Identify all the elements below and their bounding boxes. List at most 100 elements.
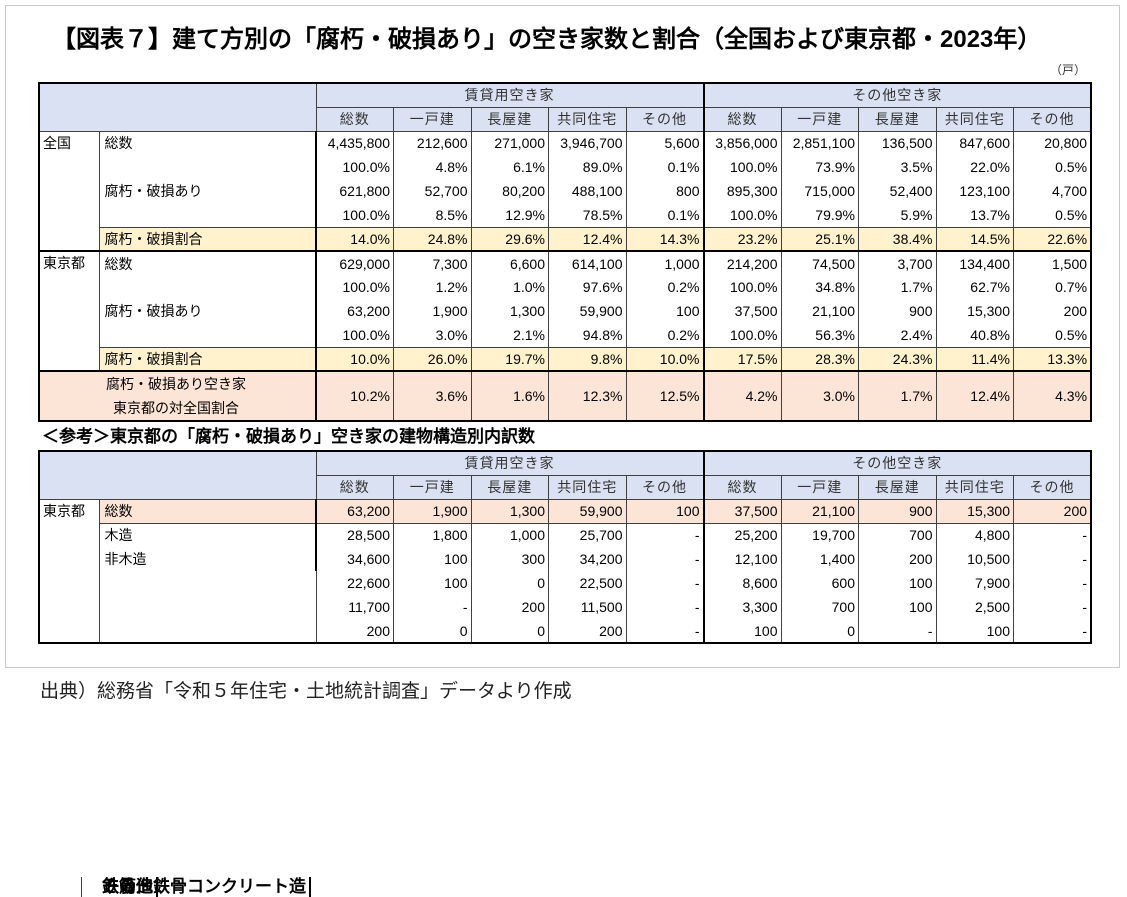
column-header: その他 bbox=[625, 106, 704, 132]
value-cell: 20,800 bbox=[1013, 131, 1092, 155]
value-cell: 621,800 bbox=[315, 179, 394, 203]
value-cell: 200 bbox=[858, 547, 937, 571]
table-row: 非木造 34,600 100 300 34,200-12,100 1,400 200 10,5… bbox=[39, 547, 1092, 571]
column-header: 総数 bbox=[315, 474, 394, 500]
value-cell: 100.0% bbox=[315, 203, 394, 227]
row-label: 総数 bbox=[98, 251, 317, 275]
value-cell: 34,600 bbox=[315, 547, 394, 571]
value-cell: 94.8% bbox=[548, 323, 627, 347]
value-cell: 200 bbox=[315, 619, 394, 643]
column-header: 長屋建 bbox=[470, 106, 549, 132]
value-cell: 200 bbox=[1013, 498, 1092, 524]
value-cell: 13.3% bbox=[1013, 346, 1092, 372]
table-row: 100.0% 1.2% 1.0% 97.6% 0.2% 100.0% 34.8% 1.7% 62… bbox=[39, 275, 1092, 299]
table-row: 100.0% 8.5% 12.9% 78.5% 0.1% 100.0% 79.9% 5.9% 1… bbox=[39, 203, 1092, 227]
column-header: その他 bbox=[1013, 474, 1092, 500]
header-row-columns: 総数 一戸建 長屋建 共同住宅 その他 総数 一戸建 長屋建 共同住宅 その他 bbox=[39, 106, 1092, 132]
value-cell: 78.5% bbox=[548, 203, 627, 227]
value-cell: 80,200 bbox=[470, 179, 549, 203]
value-cell: 1,500 bbox=[1013, 251, 1092, 275]
corner-header bbox=[38, 82, 317, 132]
value-cell: 28.3% bbox=[780, 346, 859, 372]
value-cell: 123,100 bbox=[935, 179, 1014, 203]
value-cell: 6,600 bbox=[470, 251, 549, 275]
value-cell: 100 bbox=[625, 299, 704, 323]
value-cell: 25,200 bbox=[702, 523, 782, 547]
value-cell: 28,500 bbox=[315, 523, 394, 547]
value-cell: 4.8% bbox=[393, 155, 472, 179]
value-cell: 136,500 bbox=[858, 131, 937, 155]
value-cell: 271,000 bbox=[470, 131, 549, 155]
value-cell: 600 bbox=[780, 571, 859, 595]
column-header: 一戸建 bbox=[780, 106, 859, 132]
value-cell: 15,300 bbox=[935, 299, 1014, 323]
column-group-header: その他空き家 bbox=[702, 82, 1092, 108]
row-label: 総数 bbox=[98, 498, 317, 524]
value-cell: 100 bbox=[935, 619, 1014, 643]
value-cell: 63,200 bbox=[315, 498, 394, 524]
table-body: 全国 総数 4,435,800 212,600 271,000 3,946,700 5,60… bbox=[38, 131, 1092, 422]
table-row: 腐朽・破損あり空き家 東京都の対全国割合 10.2% 3.6% 1.6% 12.3% 12.… bbox=[38, 370, 1092, 422]
value-cell: 52,400 bbox=[858, 179, 937, 203]
value-cell: 22.6% bbox=[1013, 226, 1092, 252]
value-cell: - bbox=[625, 523, 704, 547]
source-note: 出典）総務省「令和５年住宅・土地統計調査」データより作成 bbox=[40, 681, 572, 702]
value-cell: 100 bbox=[858, 595, 937, 619]
value-cell: 4,800 bbox=[935, 523, 1014, 547]
row-label: 総数 bbox=[98, 131, 317, 155]
row-label: 腐朽・破損あり空き家 東京都の対全国割合 bbox=[38, 370, 317, 422]
column-header: その他 bbox=[1013, 106, 1092, 132]
table-body: 東京都 総数 63,200 1,900 1,300 59,900 100 37,500 21,1… bbox=[38, 498, 1092, 897]
column-group-header: 賃貸用空き家 bbox=[315, 450, 704, 476]
value-cell: 62.7% bbox=[935, 275, 1014, 299]
row-label: その他 bbox=[81, 877, 158, 897]
value-cell: 5.9% bbox=[858, 203, 937, 227]
table-row: 鉄筋・鉄骨コンクリート造 22,600 100 0 22,500-8,600 600 100… bbox=[39, 571, 1092, 897]
value-cell: 4,700 bbox=[1013, 179, 1092, 203]
value-cell: 800 bbox=[625, 179, 704, 203]
value-cell: 0.2% bbox=[625, 275, 704, 299]
value-cell: 2,500 bbox=[935, 595, 1014, 619]
value-cell: 25.1% bbox=[780, 226, 859, 252]
value-cell: 79.9% bbox=[780, 203, 859, 227]
value-cell: 63,200 bbox=[315, 299, 394, 323]
value-cell: 1.0% bbox=[470, 275, 549, 299]
value-cell: 700 bbox=[858, 523, 937, 547]
value-cell: 1,300 bbox=[470, 299, 549, 323]
column-header: 共同住宅 bbox=[935, 474, 1014, 500]
value-cell: 13.7% bbox=[935, 203, 1014, 227]
value-cell: 19,700 bbox=[780, 523, 859, 547]
table-row: 100.0% 3.0% 2.1% 94.8% 0.2% 100.0% 56.3% 2.4% 40… bbox=[39, 323, 1092, 347]
value-cell: - bbox=[1013, 571, 1092, 595]
region-label: 全国 bbox=[38, 131, 100, 252]
row-label bbox=[98, 203, 317, 227]
value-cell: 3,300 bbox=[702, 595, 782, 619]
value-cell: 1,800 bbox=[393, 523, 472, 547]
value-cell: 29.6% bbox=[470, 226, 549, 252]
row-label: 非木造 bbox=[98, 547, 317, 571]
unit-label: （戸） bbox=[1050, 63, 1087, 77]
value-cell: 700 bbox=[780, 595, 859, 619]
value-cell: 34,200 bbox=[548, 547, 627, 571]
header-row-groups: 賃貸用空き家 その他空き家 bbox=[38, 450, 1092, 500]
reference-subtitle: ＜参考＞東京都の「腐朽・破損あり」空き家の建物構造別内訳数 bbox=[42, 427, 535, 446]
value-cell: 11.4% bbox=[935, 346, 1014, 372]
value-cell: 40.8% bbox=[935, 323, 1014, 347]
value-cell: 100 bbox=[393, 571, 472, 595]
value-cell: 22,500 bbox=[548, 571, 627, 595]
value-cell: 11,700 bbox=[315, 595, 394, 619]
header-row-columns: 総数 一戸建 長屋建 共同住宅 その他 総数 一戸建 長屋建 共同住宅 その他 bbox=[39, 474, 1092, 500]
value-cell: 12.9% bbox=[470, 203, 549, 227]
value-cell: 7,900 bbox=[935, 571, 1014, 595]
value-cell: 614,100 bbox=[548, 251, 627, 275]
value-cell: 89.0% bbox=[548, 155, 627, 179]
value-cell: 9.8% bbox=[548, 346, 627, 372]
value-cell: 22.0% bbox=[935, 155, 1014, 179]
row-label: 木造 bbox=[98, 523, 317, 547]
value-cell: 3.0% bbox=[780, 370, 859, 422]
table-header: 賃貸用空き家 その他空き家 総数 一戸建 長屋建 共同住宅 その他 総数 一戸建 長屋建 共同住宅そ… bbox=[38, 82, 1092, 132]
value-cell: 0.7% bbox=[1013, 275, 1092, 299]
value-cell: 715,000 bbox=[780, 179, 859, 203]
value-cell: - bbox=[1013, 595, 1092, 619]
column-header: その他 bbox=[625, 474, 704, 500]
